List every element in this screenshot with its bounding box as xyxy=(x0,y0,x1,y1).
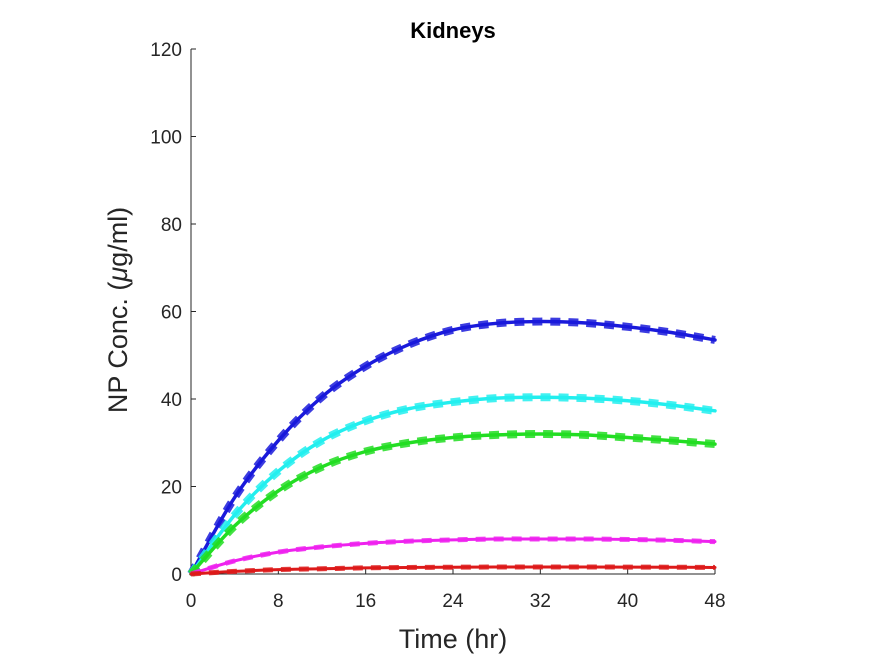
y-tick-label: 0 xyxy=(171,565,182,586)
series-1 xyxy=(187,317,717,576)
y-tick-label: 20 xyxy=(161,478,182,499)
x-ticks: 0 8 16 24 32 40 48 xyxy=(186,569,726,612)
series-group xyxy=(187,317,717,577)
y-tick-label: 120 xyxy=(150,40,182,61)
y-axis-title: NP Conc. (μg/ml) xyxy=(103,207,133,413)
x-tick-label: 24 xyxy=(442,591,464,612)
x-tick-label: 0 xyxy=(186,591,197,612)
y-axis-title-mu: μ xyxy=(103,267,133,283)
chart-title: Kidneys xyxy=(410,18,496,43)
series-line xyxy=(189,432,717,576)
x-tick-label: 8 xyxy=(273,591,284,612)
series-line xyxy=(189,395,717,576)
series-band xyxy=(190,536,716,577)
y-tick-label: 100 xyxy=(150,128,182,149)
x-tick-label: 16 xyxy=(355,591,376,612)
series-band xyxy=(190,564,716,577)
x-tick-label: 40 xyxy=(617,591,638,612)
series-5 xyxy=(189,564,717,577)
y-tick-label: 80 xyxy=(161,215,182,236)
x-tick-label: 48 xyxy=(704,591,725,612)
x-tick-label: 32 xyxy=(530,591,551,612)
series-3 xyxy=(188,429,717,577)
y-tick-label: 40 xyxy=(161,390,182,411)
series-band xyxy=(187,393,716,577)
series-2 xyxy=(187,393,717,577)
x-axis-title: Time (hr) xyxy=(399,624,508,654)
y-axis-title-suffix: g/ml) xyxy=(103,207,133,267)
y-axis-title-prefix: NP Conc. ( xyxy=(103,282,133,414)
y-ticks: 0 20 40 60 80 100 120 xyxy=(150,40,196,586)
series-4 xyxy=(189,536,717,577)
y-tick-label: 60 xyxy=(161,303,182,324)
series-band xyxy=(187,317,716,576)
